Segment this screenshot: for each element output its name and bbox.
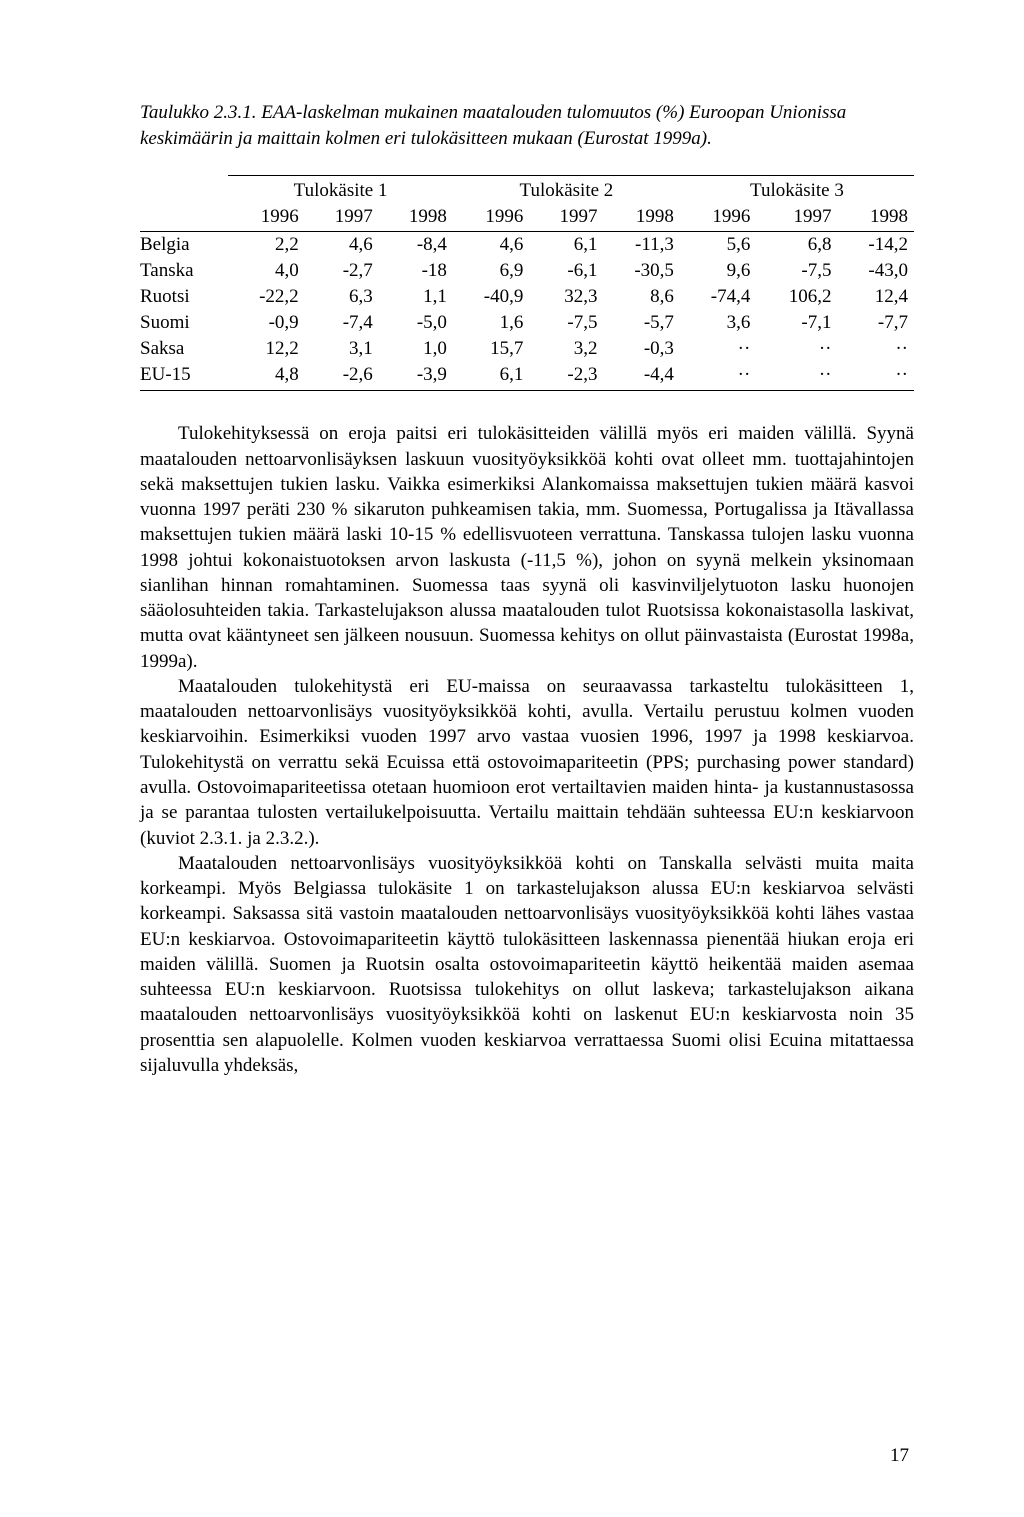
table-row: EU-154,8-2,6-3,96,1-2,3-4,4······ <box>140 362 914 391</box>
table-row: Ruotsi-22,26,31,1-40,932,38,6-74,4106,21… <box>140 284 914 310</box>
table-cell: 6,8 <box>756 232 837 259</box>
year-col: 1997 <box>529 204 603 232</box>
table-cell: 6,1 <box>529 232 603 259</box>
table-cell: 1,6 <box>453 310 529 336</box>
table-cell: 3,1 <box>305 336 379 362</box>
table-cell: -7,1 <box>756 310 837 336</box>
row-label: EU-15 <box>140 362 228 391</box>
table-cell: 6,9 <box>453 258 529 284</box>
table-cell: -0,3 <box>603 336 679 362</box>
group-header-1: Tulokäsite 1 <box>228 176 453 205</box>
table-cell: 3,2 <box>529 336 603 362</box>
table-cell: 12,2 <box>228 336 304 362</box>
table-cell: ·· <box>756 336 837 362</box>
table-cell: 15,7 <box>453 336 529 362</box>
table-row: Suomi-0,9-7,4-5,01,6-7,5-5,73,6-7,1-7,7 <box>140 310 914 336</box>
table-cell: 8,6 <box>603 284 679 310</box>
body-text: Tulokehityksessä on eroja paitsi eri tul… <box>140 421 914 1078</box>
table-cell: -11,3 <box>603 232 679 259</box>
row-label: Tanska <box>140 258 228 284</box>
row-label: Ruotsi <box>140 284 228 310</box>
table-cell: 4,8 <box>228 362 304 391</box>
table-cell: -7,5 <box>529 310 603 336</box>
table-cell: -4,4 <box>603 362 679 391</box>
table-row: Tanska4,0-2,7-186,9-6,1-30,59,6-7,5-43,0 <box>140 258 914 284</box>
paragraph: Maatalouden nettoarvonlisäys vuosityöyks… <box>140 851 914 1078</box>
table-cell: 5,6 <box>680 232 756 259</box>
table-cell: -30,5 <box>603 258 679 284</box>
table-cell: 106,2 <box>756 284 837 310</box>
row-label: Belgia <box>140 232 228 259</box>
table-cell: 4,6 <box>305 232 379 259</box>
table-cell: 6,1 <box>453 362 529 391</box>
group-header-3: Tulokäsite 3 <box>680 176 914 205</box>
table-cell: 32,3 <box>529 284 603 310</box>
table-cell: 3,6 <box>680 310 756 336</box>
table-cell: -7,7 <box>837 310 914 336</box>
table-row: Saksa12,23,11,015,73,2-0,3······ <box>140 336 914 362</box>
table-cell: 1,1 <box>379 284 453 310</box>
year-col: 1996 <box>453 204 529 232</box>
table-cell: -40,9 <box>453 284 529 310</box>
table-cell: ·· <box>837 336 914 362</box>
table-cell: -74,4 <box>680 284 756 310</box>
table-cell: -2,6 <box>305 362 379 391</box>
table-cell: ·· <box>680 362 756 391</box>
year-col: 1998 <box>379 204 453 232</box>
group-header-2: Tulokäsite 2 <box>453 176 680 205</box>
data-table: Tulokäsite 1 Tulokäsite 2 Tulokäsite 3 1… <box>140 175 914 391</box>
table-cell: ·· <box>756 362 837 391</box>
table-cell: 2,2 <box>228 232 304 259</box>
table-cell: -0,9 <box>228 310 304 336</box>
table-cell: 4,0 <box>228 258 304 284</box>
table-cell: -5,7 <box>603 310 679 336</box>
table-cell: -6,1 <box>529 258 603 284</box>
table-cell: -2,7 <box>305 258 379 284</box>
table-cell: -43,0 <box>837 258 914 284</box>
table-cell: -7,5 <box>756 258 837 284</box>
table-cell: -5,0 <box>379 310 453 336</box>
table-cell: 9,6 <box>680 258 756 284</box>
table-cell: ·· <box>680 336 756 362</box>
table-caption: Taulukko 2.3.1. EAA-laskelman mukainen m… <box>140 100 914 151</box>
table-row: Belgia2,24,6-8,44,66,1-11,35,66,8-14,2 <box>140 232 914 259</box>
table-cell: 4,6 <box>453 232 529 259</box>
table-cell: ·· <box>837 362 914 391</box>
table-cell: -3,9 <box>379 362 453 391</box>
table-cell: 1,0 <box>379 336 453 362</box>
paragraph: Maatalouden tulokehitystä eri EU-maissa … <box>140 674 914 851</box>
year-col: 1997 <box>756 204 837 232</box>
year-col: 1997 <box>305 204 379 232</box>
paragraph: Tulokehityksessä on eroja paitsi eri tul… <box>140 421 914 674</box>
year-col: 1996 <box>228 204 304 232</box>
table-cell: -7,4 <box>305 310 379 336</box>
table-year-header: 1996 1997 1998 1996 1997 1998 1996 1997 … <box>140 204 914 232</box>
page-number: 17 <box>890 1445 909 1467</box>
row-label: Suomi <box>140 310 228 336</box>
table-cell: -8,4 <box>379 232 453 259</box>
year-col: 1996 <box>680 204 756 232</box>
table-cell: -18 <box>379 258 453 284</box>
year-col: 1998 <box>837 204 914 232</box>
table-group-header: Tulokäsite 1 Tulokäsite 2 Tulokäsite 3 <box>140 176 914 205</box>
row-label: Saksa <box>140 336 228 362</box>
table-cell: 12,4 <box>837 284 914 310</box>
table-cell: 6,3 <box>305 284 379 310</box>
table-cell: -14,2 <box>837 232 914 259</box>
table-cell: -22,2 <box>228 284 304 310</box>
table-cell: -2,3 <box>529 362 603 391</box>
year-col: 1998 <box>603 204 679 232</box>
